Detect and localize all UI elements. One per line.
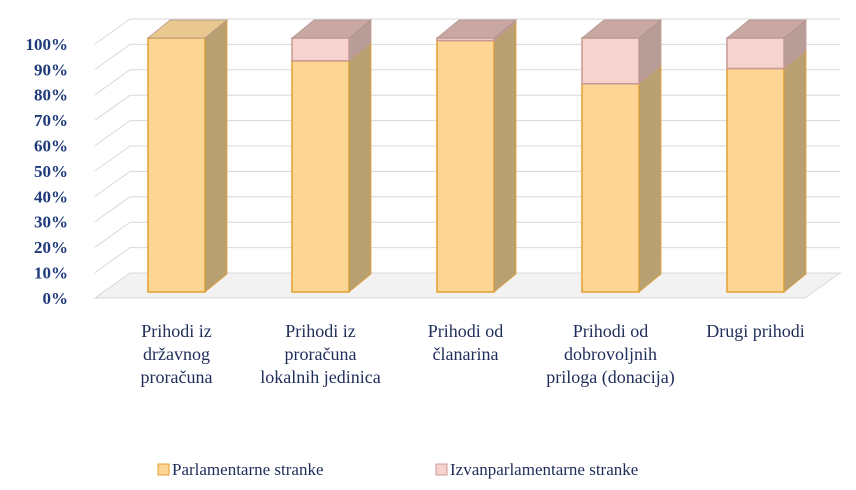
bar-top bbox=[146, 19, 229, 39]
bar-segment bbox=[581, 37, 640, 85]
bar-segment bbox=[726, 37, 785, 70]
bar-segment bbox=[147, 37, 206, 293]
y-tick-label: 10% bbox=[34, 264, 68, 283]
x-tick-label: Drugi prihodi bbox=[706, 321, 805, 341]
legend-swatch bbox=[435, 463, 448, 476]
bar-top bbox=[725, 19, 808, 39]
y-tick-label: 0% bbox=[43, 289, 69, 308]
bar-side bbox=[348, 42, 372, 293]
bar-side bbox=[638, 64, 662, 293]
bar-segment bbox=[726, 67, 785, 293]
y-tick-label: 90% bbox=[34, 60, 68, 79]
bar-side bbox=[493, 21, 517, 293]
y-tick-label: 100% bbox=[26, 35, 69, 54]
y-tick-label: 20% bbox=[34, 238, 68, 257]
y-tick-label: 60% bbox=[34, 137, 68, 156]
bar-top bbox=[435, 19, 518, 39]
bar-top bbox=[580, 19, 663, 39]
y-tick-label: 30% bbox=[34, 213, 68, 232]
y-tick-label: 80% bbox=[34, 86, 68, 105]
y-tick-label: 70% bbox=[34, 111, 68, 130]
x-tick-label: Prihodi iz državnog proračuna bbox=[140, 321, 213, 387]
bar-side bbox=[783, 49, 807, 293]
legend-label: Izvanparlamentarne stranke bbox=[450, 460, 638, 479]
legend-label: Parlamentarne stranke bbox=[172, 460, 324, 479]
y-tick-label: 40% bbox=[34, 187, 68, 206]
bar-segment bbox=[581, 82, 640, 293]
bar-segment bbox=[291, 37, 350, 62]
x-tick-label: Prihodi od članarina bbox=[427, 321, 504, 364]
bar-segment bbox=[291, 60, 350, 293]
bar-segment bbox=[436, 39, 495, 293]
x-tick-label: Prihodi iz proračuna lokalnih jedinica bbox=[260, 321, 381, 387]
bar-top bbox=[290, 19, 373, 39]
legend-swatch bbox=[157, 463, 170, 476]
bar-side bbox=[204, 19, 228, 293]
grid-line bbox=[94, 18, 840, 45]
x-tick-label: Prihodi od dobrovoljnih priloga (donacij… bbox=[546, 321, 675, 387]
y-tick-label: 50% bbox=[34, 162, 68, 181]
